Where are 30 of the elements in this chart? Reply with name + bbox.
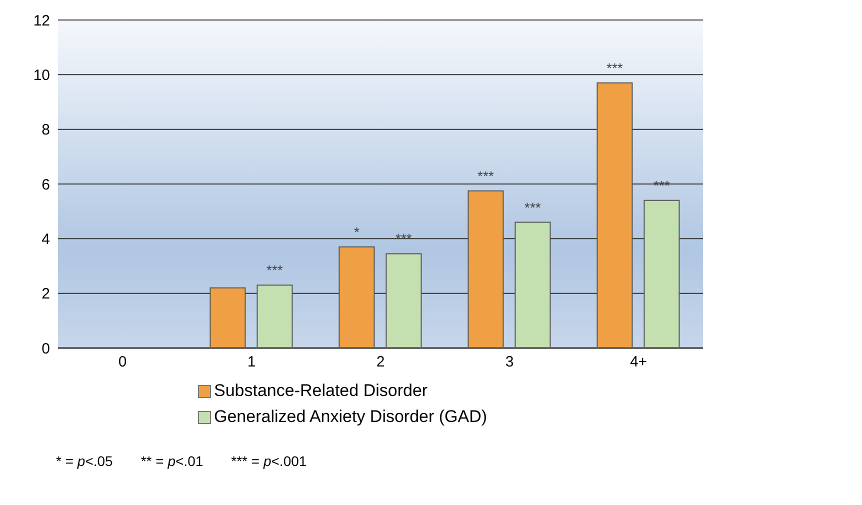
x-tick-label: 2 [376, 354, 385, 371]
bar [596, 82, 633, 348]
data-label: *** [524, 199, 542, 216]
legend-label: Generalized Anxiety Disorder (GAD) [214, 406, 488, 428]
y-tick-label: 6 [42, 176, 50, 194]
bar [338, 246, 375, 348]
x-tick-label: 4+ [630, 354, 648, 371]
bar [386, 253, 422, 348]
data-label: * [354, 224, 360, 240]
bar [256, 284, 293, 348]
y-tick-label: 4 [42, 230, 50, 248]
x-tick-label: 0 [118, 354, 127, 371]
text: * = p<.05 [56, 453, 113, 469]
x-tick-label: 1 [247, 354, 256, 371]
bar [514, 222, 551, 348]
text: ** = p<.01 [140, 453, 204, 469]
y-tick-label: 12 [33, 12, 50, 30]
series-label: Substance-Related Disorder [214, 380, 428, 402]
y-tick-label: 2 [42, 286, 50, 303]
y-tick-label: 8 [42, 122, 50, 139]
data-label: *** [606, 60, 624, 76]
bar [468, 190, 504, 348]
x-tick-label: 3 [505, 354, 514, 371]
text: *** = p<.001 [231, 453, 307, 469]
data-label: *** [478, 168, 494, 184]
y-tick-label: 0 [42, 340, 50, 358]
data-label: *** [266, 262, 284, 278]
bar [210, 287, 246, 348]
bar [644, 200, 680, 348]
y-tick-label: 10 [33, 66, 50, 84]
